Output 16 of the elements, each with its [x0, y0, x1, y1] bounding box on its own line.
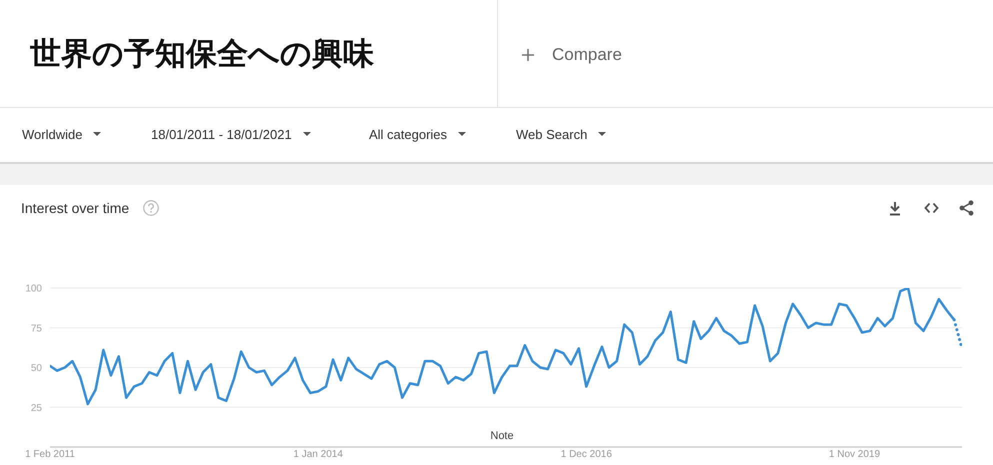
x-tick-label: 1 Nov 2019	[828, 449, 880, 460]
text: 18/01/2011 - 18/01/2021	[151, 126, 292, 142]
y-tick-label: 75	[30, 323, 42, 334]
text: Worldwide	[22, 126, 82, 142]
x-tick-label: 1 Jan 2014	[293, 449, 344, 460]
y-tick-label: 100	[25, 284, 42, 295]
y-tick-label: 50	[30, 363, 42, 374]
chart-title: 世界の予知保全への興味	[30, 36, 374, 72]
x-tick-label: 1 Feb 2011	[25, 449, 76, 460]
y-tick-label: 25	[30, 402, 42, 414]
text: Web Search	[516, 126, 588, 142]
annotation: Note	[489, 430, 515, 443]
x-tick-label: 1 Dec 2016	[560, 449, 612, 460]
text: Compare	[552, 45, 622, 65]
text: All categories	[369, 126, 448, 142]
chart-subtitle: Interest over time	[21, 200, 130, 216]
